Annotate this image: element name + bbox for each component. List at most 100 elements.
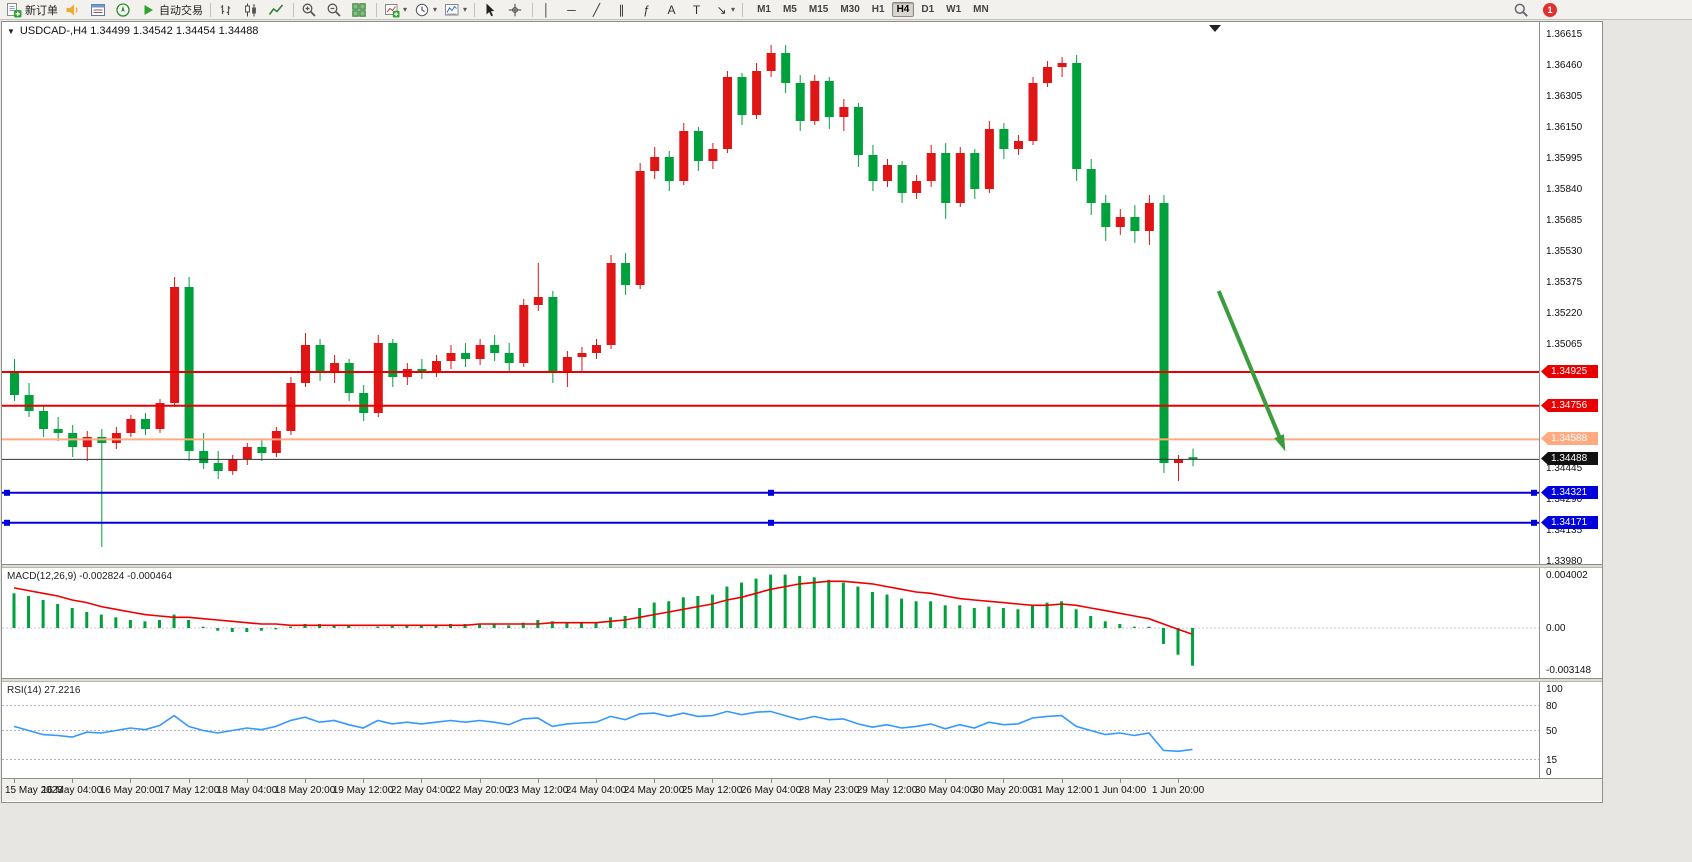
autotrading-button[interactable]: 自动交易 [137,0,206,20]
time-tick [72,779,73,783]
zoom-out-button[interactable] [323,0,347,20]
text-label-button[interactable]: T [687,0,711,20]
line-handle[interactable] [1531,519,1537,526]
new-order-button[interactable]: 新订单 [3,0,61,20]
timeframe-w1[interactable]: W1 [946,4,962,15]
notification-badge[interactable]: 1 [1543,2,1557,17]
sound-alert-button[interactable] [62,0,86,20]
toolbar-separator [210,2,211,17]
candle-body [839,107,849,117]
candle-body [1014,141,1023,149]
zoom-out-icon [326,2,342,18]
price-axis[interactable]: 1.36615 1.36460 1.36305 1.36150 1.35995 1.358… [1539,22,1602,564]
candle-body [970,153,980,189]
macd-axis[interactable]: 0.004002 0.00 -0.003148 [1539,568,1602,678]
time-axis-label: 15 May 2023 [5,785,63,796]
equidistant-channel-button[interactable]: ∥ [612,0,636,20]
vertical-line-button[interactable]: │ [537,0,561,20]
time-axis-label: 19 May 12:00 [332,785,394,796]
timeframe-d1[interactable]: D1 [921,4,935,15]
trend-arrow-line[interactable] [1216,290,1285,446]
timeframe-m15[interactable]: M15 [808,4,829,15]
line-handle[interactable] [4,519,10,526]
navigator-button[interactable] [112,0,136,20]
rsi-axis-label: 80 [1546,701,1558,712]
shift-marker-icon[interactable] [1209,25,1221,32]
horizontal-line-icon: ─ [567,2,576,17]
candle-body [1086,169,1096,203]
line-handle[interactable] [1531,489,1537,496]
price-tag: 1.34488 [1541,452,1598,465]
time-tick [1062,779,1063,783]
candle-body [53,429,63,433]
candle-body [141,419,150,429]
time-tick [130,779,131,783]
profiles-button[interactable]: ▾ [411,0,440,20]
timeframe-h1[interactable]: H1 [871,4,885,15]
bar-chart-icon [218,2,234,18]
timeframe-mn[interactable]: MN [973,4,989,15]
toolbar: 新订单 自动交易 ▾ ▾ ▾ │ ─ ╱ ∥ ƒ A T ↘ ▾ M1 M5 M15 M30 H1 H4 D1 W1 MN 1 [0,0,1692,20]
fibonacci-button[interactable]: ƒ [637,0,661,20]
trendline-icon: ╱ [592,2,601,17]
autotrading-icon [140,2,156,18]
candle-body [853,107,863,155]
candle-body [781,53,791,83]
panel-splitter[interactable] [2,564,1602,568]
market-watch-button[interactable] [87,0,111,20]
price-axis-label: 1.35375 [1546,277,1583,288]
candle-body [475,345,485,359]
line-handle[interactable] [768,519,774,526]
timeframe-m1[interactable]: M1 [757,4,771,15]
timeframe-m30[interactable]: M30 [840,4,860,15]
macd-panel[interactable]: MACD(12,26,9) -0.002824 -0.000464 [2,568,1539,678]
rsi-line [13,710,1193,753]
fibonacci-icon: ƒ [643,2,650,17]
bar-chart-button[interactable] [215,0,239,20]
time-axis-label: 25 May 12:00 [681,785,743,796]
time-axis-label: 30 May 04:00 [914,785,976,796]
new-chart-button[interactable]: ▾ [381,0,410,20]
candle-body [1057,63,1067,67]
zoom-in-button[interactable] [298,0,322,20]
crosshair-button[interactable] [504,0,528,20]
line-handle[interactable] [768,489,774,496]
indicators-button[interactable]: ▾ [441,0,470,20]
time-axis[interactable]: 15 May 2023 16 May 04:00 16 May 20:00 17 Ma… [2,778,1602,801]
line-handle[interactable] [4,489,10,496]
rsi-panel[interactable]: RSI(14) 27.2216 [2,682,1539,778]
candlestick-chart-button[interactable] [240,0,264,20]
candle-body [10,373,19,395]
candle-body [1101,203,1111,227]
price-axis-label: 1.36615 [1546,29,1583,40]
line-chart-button[interactable] [265,0,289,20]
time-tick [189,779,190,783]
timeframe-m5[interactable]: M5 [782,4,797,15]
time-axis-label: 1 Jun 04:00 [1093,785,1147,796]
sound-icon [65,2,81,18]
candle-body [1028,83,1038,141]
candle-body [999,129,1009,149]
timeframe-h4[interactable]: H4 [891,2,915,17]
panel-splitter[interactable] [2,678,1602,682]
candle-body [868,155,878,181]
candle-body [635,171,645,285]
equidistant-channel-icon: ∥ [618,2,625,17]
clock-icon [414,2,430,18]
time-tick [14,779,15,783]
time-tick [247,779,248,783]
price-axis-label: 1.35530 [1546,246,1583,257]
arrows-button[interactable]: ↘ ▾ [712,0,738,20]
candle-body [271,431,281,453]
cursor-button[interactable] [479,0,503,20]
search-button[interactable] [1510,0,1534,20]
time-axis-label: 28 May 23:00 [798,785,860,796]
tile-windows-button[interactable] [348,0,372,20]
text-button[interactable]: A [662,0,686,20]
macd-chart [2,574,1539,666]
main-chart-panel[interactable]: ▼ USDCAD-,H4 1.34499 1.34542 1.34454 1.3… [2,22,1539,564]
rsi-axis[interactable]: 100 80 50 15 0 [1539,682,1602,778]
trendline-button[interactable]: ╱ [587,0,611,20]
horizontal-line-button[interactable]: ─ [562,0,586,20]
rsi-chart [2,705,1539,760]
